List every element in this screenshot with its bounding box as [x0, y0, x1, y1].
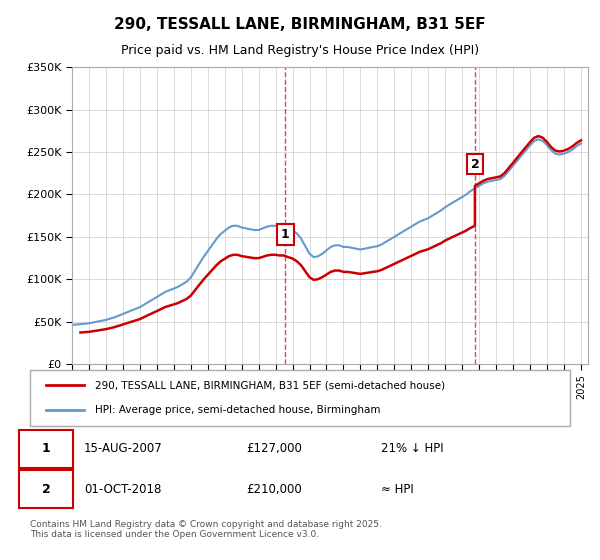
Text: £127,000: £127,000: [246, 442, 302, 455]
Text: ≈ HPI: ≈ HPI: [381, 483, 414, 496]
Text: 1: 1: [281, 228, 290, 241]
Text: 21% ↓ HPI: 21% ↓ HPI: [381, 442, 443, 455]
Text: 01-OCT-2018: 01-OCT-2018: [84, 483, 161, 496]
Text: 2: 2: [42, 483, 50, 496]
Text: £210,000: £210,000: [246, 483, 302, 496]
Text: 2: 2: [470, 158, 479, 171]
Text: 1: 1: [42, 442, 50, 455]
FancyBboxPatch shape: [19, 470, 73, 508]
Text: Price paid vs. HM Land Registry's House Price Index (HPI): Price paid vs. HM Land Registry's House …: [121, 44, 479, 57]
Text: Contains HM Land Registry data © Crown copyright and database right 2025.
This d: Contains HM Land Registry data © Crown c…: [30, 520, 382, 539]
Text: 15-AUG-2007: 15-AUG-2007: [84, 442, 163, 455]
Text: 290, TESSALL LANE, BIRMINGHAM, B31 5EF (semi-detached house): 290, TESSALL LANE, BIRMINGHAM, B31 5EF (…: [95, 380, 445, 390]
Text: 290, TESSALL LANE, BIRMINGHAM, B31 5EF: 290, TESSALL LANE, BIRMINGHAM, B31 5EF: [114, 17, 486, 32]
Text: HPI: Average price, semi-detached house, Birmingham: HPI: Average price, semi-detached house,…: [95, 405, 380, 415]
FancyBboxPatch shape: [19, 430, 73, 468]
FancyBboxPatch shape: [30, 370, 570, 426]
